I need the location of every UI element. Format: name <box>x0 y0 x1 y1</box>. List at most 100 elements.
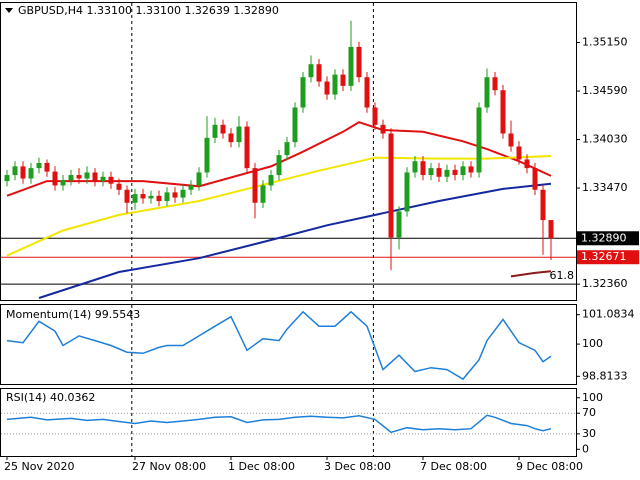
candle-body <box>268 175 274 186</box>
candle-body <box>196 172 202 186</box>
candle-body <box>60 180 66 186</box>
candle-body <box>340 74 346 86</box>
candle-body <box>412 161 418 173</box>
x-tick-label: 27 Nov 08:00 <box>132 460 206 473</box>
indicator-line <box>38 182 552 299</box>
y-tick-label: 1.35150 <box>582 36 628 49</box>
y-tick-label: 70 <box>582 406 596 419</box>
candle-body <box>124 189 130 203</box>
y-tick-label: 0 <box>582 442 589 455</box>
y-tick-label: 100 <box>582 337 603 350</box>
candle-body <box>188 185 194 190</box>
candle-body <box>372 107 378 125</box>
candle-body <box>532 168 538 190</box>
candle-body <box>388 133 394 238</box>
candle-body <box>148 195 154 199</box>
candle-body <box>76 175 82 179</box>
candle-body <box>476 107 482 173</box>
candle-body <box>332 74 338 95</box>
candle-body <box>108 176 114 184</box>
candle-body <box>300 77 306 108</box>
chart-title: GBPUSD,H4 1.33100 1.33100 1.32639 1.3289… <box>18 4 279 17</box>
candle-body <box>356 46 362 78</box>
candle-body <box>452 169 458 176</box>
candle-body <box>44 162 50 172</box>
main-panel-border <box>0 2 577 301</box>
candle-body <box>444 169 450 177</box>
candle-body <box>156 195 162 202</box>
candle-body <box>420 161 426 176</box>
candle-body <box>20 166 26 179</box>
candle-body <box>204 137 210 173</box>
y-tick-label: 1.34590 <box>582 84 628 97</box>
indicator-line <box>6 155 552 257</box>
candle-body <box>244 126 250 169</box>
candle-body <box>404 172 410 212</box>
candle-body <box>436 168 442 177</box>
candle-body <box>220 124 226 134</box>
candle-body <box>276 155 282 176</box>
momentum-title: Momentum(14) 99.5543 <box>6 308 140 321</box>
candle-body <box>132 194 138 203</box>
y-tick-label: 101.0834 <box>582 308 635 321</box>
candle-body <box>460 166 466 176</box>
candle-body <box>212 124 218 138</box>
candle-body <box>324 81 330 95</box>
price-label-box <box>577 250 639 265</box>
candle-body <box>164 192 170 202</box>
candle-body <box>428 168 434 176</box>
candle-body <box>92 172 98 182</box>
candle-body <box>36 162 42 169</box>
candle-body <box>548 220 554 239</box>
candle-body <box>492 77 498 91</box>
candle-body <box>524 159 530 169</box>
price-label-box <box>577 231 639 246</box>
candle-body <box>4 175 10 182</box>
x-tick-label: 25 Nov 2020 <box>4 460 74 473</box>
indicator-line <box>6 121 552 197</box>
candle-body <box>116 183 122 190</box>
candle-body <box>380 124 386 134</box>
candle-body <box>468 166 474 173</box>
fib-label: 61.8 <box>550 269 575 282</box>
candle-body <box>308 64 314 78</box>
y-tick-label: 100 <box>582 391 603 404</box>
y-tick-label: 30 <box>582 427 596 440</box>
candle-body <box>84 172 90 179</box>
candle-body <box>484 77 490 108</box>
candle-body <box>540 189 546 221</box>
candle-body <box>12 166 18 176</box>
indicator-line <box>6 310 552 381</box>
candle-body <box>516 146 522 160</box>
rsi-panel-border <box>0 388 577 457</box>
candle-body <box>172 192 178 198</box>
title-icon <box>5 8 13 13</box>
candle-body <box>508 133 514 147</box>
candle-body <box>364 77 370 108</box>
price-label: 1.32890 <box>581 231 627 244</box>
x-tick-label: 7 Dec 08:00 <box>420 460 487 473</box>
candle-body <box>52 171 58 186</box>
candle-body <box>316 64 322 82</box>
candle-body <box>140 194 146 199</box>
y-tick-label: 1.33470 <box>582 181 628 194</box>
y-tick-label: 98.8133 <box>582 369 628 382</box>
x-tick-label: 9 Dec 08:00 <box>516 460 583 473</box>
x-tick-label: 1 Dec 08:00 <box>228 460 295 473</box>
indicator-line <box>6 414 552 434</box>
candle-body <box>292 107 298 143</box>
candle-body <box>68 175 74 181</box>
x-tick-label: 3 Dec 08:00 <box>324 460 391 473</box>
candle-body <box>348 46 354 86</box>
candle-body <box>100 176 106 182</box>
rsi-title: RSI(14) 40.0362 <box>6 391 95 404</box>
candle-body <box>260 185 266 203</box>
y-tick-label: 1.34030 <box>582 133 628 146</box>
candle-body <box>500 90 506 134</box>
candle-body <box>284 142 290 156</box>
candle-body <box>236 126 242 143</box>
candle-body <box>252 168 258 203</box>
y-tick-label: 1.32360 <box>582 277 628 290</box>
price-label: 1.32671 <box>581 250 627 263</box>
